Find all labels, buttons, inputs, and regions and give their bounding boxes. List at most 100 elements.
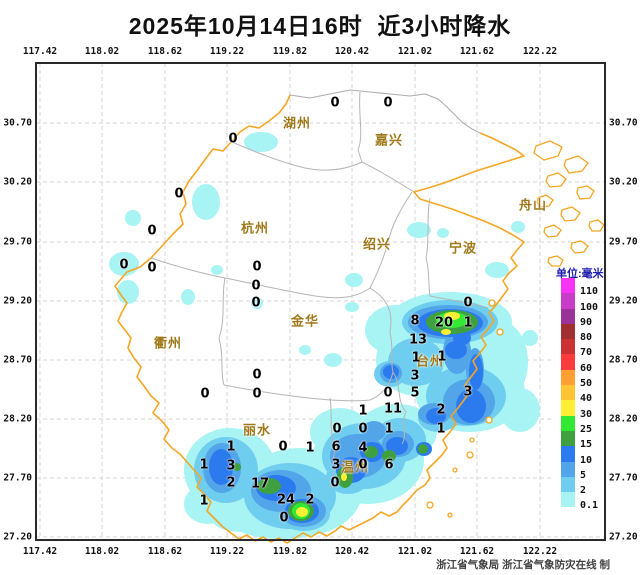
latitude-label: 29.70: [3, 236, 32, 248]
precip-value: 1: [463, 315, 473, 331]
precip-value: 3: [226, 458, 236, 474]
legend-row: 0.1: [561, 492, 598, 511]
legend-swatch: [561, 385, 575, 401]
longitude-label: 122.22: [522, 546, 558, 557]
precip-value: 2: [436, 402, 446, 418]
latitude-label: 28.70: [609, 354, 638, 366]
precip-value: 0: [174, 186, 184, 202]
rain-level-30: [296, 312, 460, 517]
precip-value: 0: [251, 278, 261, 294]
precip-value: 0: [330, 475, 340, 491]
longitude-label: 119.82: [272, 546, 308, 557]
legend-value: 10: [580, 454, 593, 466]
latitude-label: 29.20: [609, 295, 638, 307]
latitude-label: 27.70: [3, 472, 32, 484]
legend-row: 15: [561, 430, 598, 450]
page-title: 2025年10月14日16时 近3小时降水: [128, 13, 512, 39]
precip-value: 0: [228, 131, 238, 147]
precip-value: 1: [199, 457, 209, 473]
legend-value: 25: [580, 423, 593, 435]
legend-swatch: [561, 369, 575, 386]
precip-value: 5: [410, 385, 420, 401]
precip-value: 2: [226, 475, 236, 491]
latitude-label: 27.20: [609, 531, 638, 543]
latitude-label: 30.20: [3, 176, 32, 188]
city-label: 温州: [340, 459, 370, 475]
latitude-label: 28.20: [609, 413, 638, 425]
longitude-label: 121.62: [459, 546, 495, 557]
precip-value: 0: [252, 386, 262, 402]
legend-value: 2: [580, 485, 587, 497]
latitude-label: 28.20: [3, 413, 32, 425]
precip-value: 24: [276, 492, 296, 508]
precip-value: 1: [305, 440, 315, 456]
latitude-label: 30.70: [3, 117, 32, 129]
precip-value: 6: [384, 457, 394, 473]
map-frame: [35, 62, 606, 541]
precip-value: 0: [332, 421, 342, 437]
precip-value: 4: [358, 440, 368, 456]
legend-swatch: [561, 339, 575, 355]
legend-row: 110: [561, 278, 598, 297]
longitude-label: 122.22: [522, 46, 558, 57]
precip-value: 1: [436, 421, 446, 437]
city-label: 宁波: [448, 240, 478, 256]
legend-row: 60: [561, 354, 598, 374]
legend-backing: [552, 276, 604, 512]
precip-value: 2: [305, 492, 315, 508]
precip-value: 0: [200, 386, 210, 402]
precip-value: 1: [199, 493, 209, 509]
legend-value: 15: [580, 439, 593, 451]
latitude-label: 29.20: [3, 295, 32, 307]
province-boundary: [114, 94, 525, 544]
longitude-label: 118.62: [147, 546, 183, 557]
longitude-label: 119.22: [209, 46, 245, 57]
precip-value: 0: [147, 260, 157, 276]
precip-value: 0: [252, 367, 262, 383]
legend-swatch: [561, 278, 575, 294]
zhoushan-islands: [426, 140, 605, 518]
legend-value: 60: [580, 362, 593, 374]
precip-value: 0: [278, 439, 288, 455]
legend-title: 单位:毫米: [556, 268, 604, 280]
legend-swatch: [561, 430, 575, 447]
legend-value: 80: [580, 332, 593, 344]
city-label: 衢州: [153, 335, 183, 351]
legend-row: 50: [561, 369, 598, 389]
legend-row: 40: [561, 385, 598, 404]
north-border: [289, 89, 481, 134]
legend-swatch: [561, 476, 575, 493]
legend-value: 0.1: [580, 500, 599, 512]
precip-value: 0: [119, 257, 129, 273]
longitude-label: 117.42: [22, 546, 58, 557]
longitude-label: 121.02: [397, 546, 433, 557]
precip-value: 0: [383, 95, 393, 111]
precip-value: 0: [358, 421, 368, 437]
precip-value: 6: [331, 439, 341, 455]
legend-swatch: [561, 293, 575, 309]
city-label: 绍兴: [362, 236, 392, 252]
longitude-label: 119.22: [209, 546, 245, 557]
precip-value: 0: [147, 223, 157, 239]
longitude-label: 118.02: [84, 546, 120, 557]
legend-row: 30: [561, 400, 598, 420]
legend-value: 90: [580, 316, 593, 328]
longitude-label: 120.42: [334, 46, 370, 57]
precip-value: 0: [463, 295, 473, 311]
latitude-label: 27.20: [3, 531, 32, 543]
credit-text: 浙江省气象局 浙江省气象防灾在线 制: [436, 559, 610, 571]
legend-value: 70: [580, 347, 593, 359]
precip-value: 0: [358, 457, 368, 473]
precip-value: 1: [358, 403, 368, 419]
legend-swatch: [561, 415, 575, 431]
city-label: 嘉兴: [374, 132, 404, 148]
latitude-label: 27.70: [609, 472, 638, 484]
precip-value: 20: [434, 315, 454, 331]
legend-swatch: [561, 400, 575, 416]
latitude-label: 28.70: [3, 354, 32, 366]
city-label: 湖州: [282, 115, 312, 131]
legend-row: 90: [561, 308, 598, 328]
legend-value: 40: [580, 393, 593, 405]
precip-value: 1: [437, 349, 447, 365]
